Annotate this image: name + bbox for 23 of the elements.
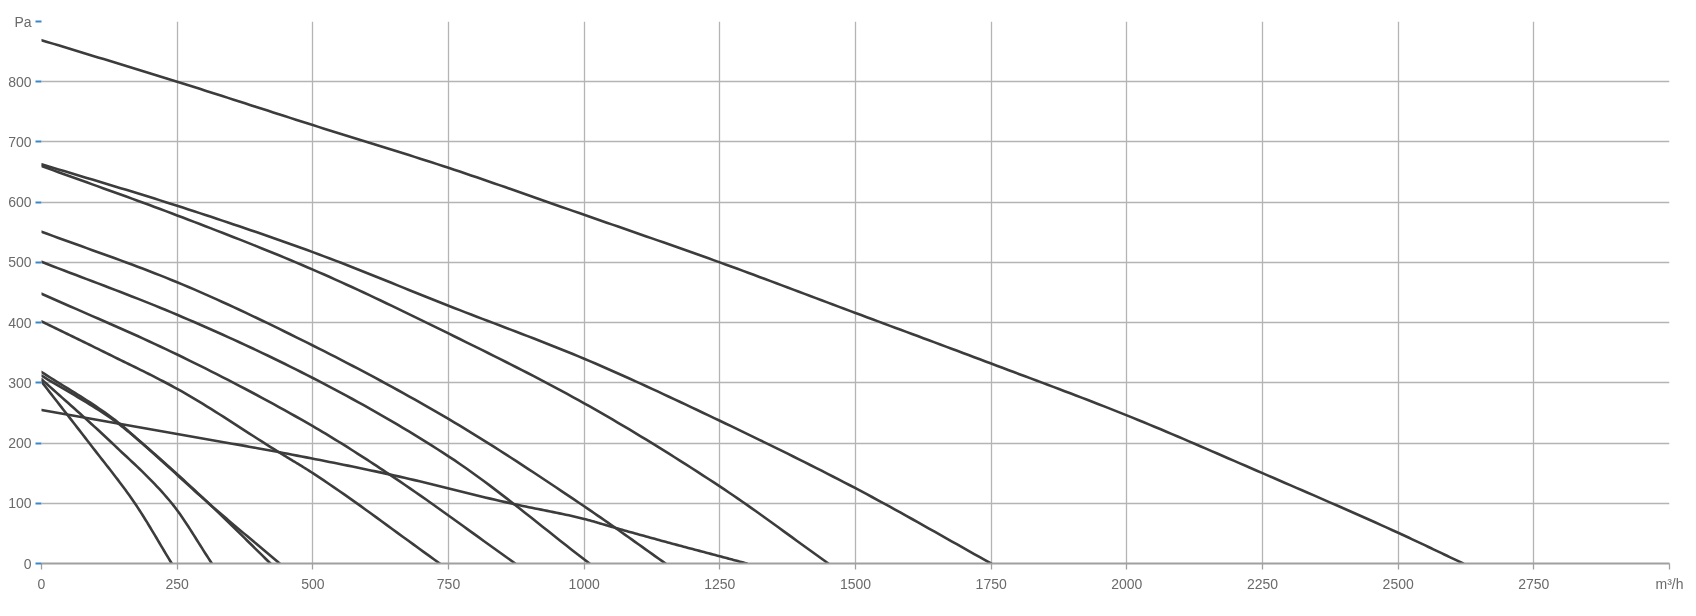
y-tick-label: 0 [23,555,32,572]
y-tick-label: 700 [8,133,32,150]
y-tick-label: 300 [8,374,32,391]
x-tick-label: 2000 [1111,575,1143,592]
x-tick-label: 500 [301,575,325,592]
x-tick-label: 2750 [1518,575,1550,592]
x-tick-label: 750 [436,575,461,592]
x-tick-label: 1750 [975,575,1007,592]
y-tick-label: 800 [8,73,32,90]
y-tick-label: 400 [8,314,32,331]
x-tick-label: 1500 [839,575,872,592]
x-tick-label: 0 [37,575,46,592]
y-tick-label: 600 [8,194,32,211]
y-tick-label: 100 [8,495,32,512]
x-tick-label: m³/h [1655,575,1684,592]
y-tick-label: 200 [8,435,32,452]
y-tick-label: Pa [14,13,32,30]
y-tick-label: 500 [8,254,32,271]
x-tick-label: 1250 [704,575,736,592]
x-tick-label: 2500 [1382,575,1414,592]
x-tick-label: 250 [165,575,190,592]
x-tick-label: 2250 [1246,575,1279,592]
x-tick-label: 1000 [568,575,600,592]
